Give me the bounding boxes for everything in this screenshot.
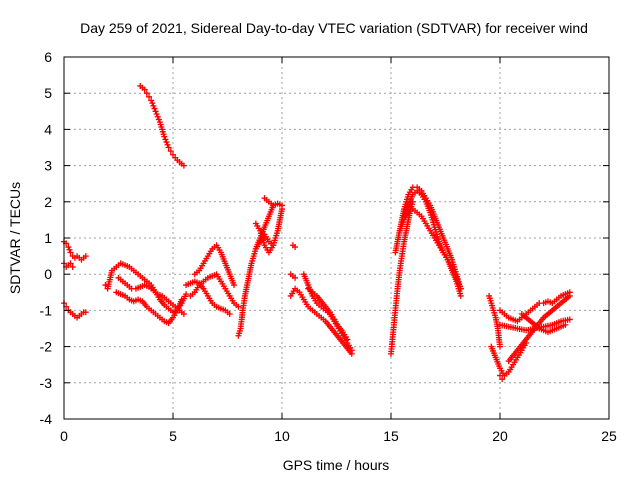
data-point — [154, 113, 161, 120]
data-point — [292, 244, 299, 251]
x-tick-label: 15 — [383, 428, 399, 444]
y-axis-ticks: -4 -3 -2 -1 0 1 2 3 4 5 6 — [40, 49, 609, 427]
data-point — [497, 343, 503, 350]
y-tick-label: -3 — [40, 375, 53, 391]
data-point — [164, 141, 171, 148]
data-point — [562, 321, 569, 328]
y-tick-label: 1 — [44, 230, 52, 246]
series-sat-c — [61, 300, 89, 321]
series-sat-s — [305, 285, 351, 343]
data-point — [226, 311, 233, 318]
data-point — [566, 292, 573, 299]
data-point — [150, 102, 157, 109]
data-point — [499, 376, 506, 383]
data-point — [162, 136, 169, 143]
x-tick-label: 20 — [492, 428, 508, 444]
data-point — [180, 162, 187, 169]
data-marks — [61, 82, 573, 383]
data-point — [566, 316, 573, 323]
y-tick-label: 6 — [44, 49, 52, 65]
x-axis-ticks: 0 5 10 15 20 25 — [60, 57, 617, 444]
series-sat-a — [61, 238, 89, 263]
data-point — [348, 347, 355, 354]
x-tick-label: 5 — [169, 428, 177, 444]
series-sat-d — [137, 82, 187, 169]
series-sat-m — [261, 195, 285, 209]
data-point — [152, 108, 159, 115]
y-tick-label: -1 — [40, 302, 53, 318]
data-point — [69, 263, 76, 270]
data-point — [151, 105, 158, 112]
data-point — [161, 133, 168, 140]
data-point — [67, 249, 74, 256]
data-point — [235, 303, 242, 310]
data-point — [66, 246, 73, 253]
y-tick-label: -4 — [40, 411, 53, 427]
x-tick-label: 25 — [601, 428, 617, 444]
data-point — [231, 282, 238, 289]
chart-title: Day 259 of 2021, Sidereal Day-to-day VTE… — [80, 20, 588, 36]
data-point — [292, 274, 299, 281]
x-tick-label: 0 — [60, 428, 68, 444]
series-sat-ad — [497, 372, 506, 383]
series-sat-i — [191, 242, 238, 289]
data-point — [82, 309, 89, 316]
series-sat-t — [388, 198, 416, 357]
data-point — [148, 97, 155, 104]
series-sat-b — [61, 260, 76, 270]
y-tick-label: 0 — [44, 266, 52, 282]
data-point — [143, 90, 150, 97]
data-point — [146, 93, 153, 100]
data-point — [82, 253, 89, 260]
x-axis-label: GPS time / hours — [283, 457, 390, 473]
series-sat-o — [289, 242, 299, 251]
data-point — [65, 244, 72, 251]
series-sat-h — [187, 271, 242, 310]
series-sat-ac — [518, 311, 569, 336]
series-sat-f — [113, 289, 185, 327]
data-point — [153, 111, 160, 118]
y-tick-label: -2 — [40, 339, 53, 355]
y-tick-label: 4 — [44, 121, 52, 137]
data-point — [457, 292, 464, 299]
x-tick-label: 10 — [274, 428, 290, 444]
data-point — [180, 311, 187, 318]
data-point — [165, 144, 172, 151]
data-point — [270, 242, 277, 249]
series-sat-n — [252, 231, 277, 252]
y-tick-label: 5 — [44, 85, 52, 101]
y-tick-label: 2 — [44, 194, 52, 210]
data-point — [457, 285, 464, 292]
series-sat-j — [183, 278, 233, 318]
grid — [64, 57, 609, 419]
series-sat-q — [287, 285, 355, 357]
data-point — [163, 139, 170, 146]
data-point — [141, 86, 148, 93]
series-sat-ab — [505, 292, 573, 365]
series-sat-e — [102, 260, 190, 316]
series-sat-w — [401, 187, 464, 292]
data-point — [183, 291, 190, 298]
data-point — [155, 116, 162, 123]
data-point — [149, 100, 156, 107]
data-point — [178, 296, 185, 303]
data-point — [67, 260, 74, 267]
y-tick-label: 3 — [44, 158, 52, 174]
series-sat-p — [287, 271, 299, 281]
series-sat-g — [115, 274, 187, 318]
data-point — [344, 336, 351, 343]
series-sat-x — [486, 292, 503, 350]
data-point — [497, 372, 503, 379]
data-point — [167, 148, 174, 155]
data-point — [279, 202, 285, 209]
y-axis-label: SDTVAR / TECUs — [7, 182, 23, 294]
